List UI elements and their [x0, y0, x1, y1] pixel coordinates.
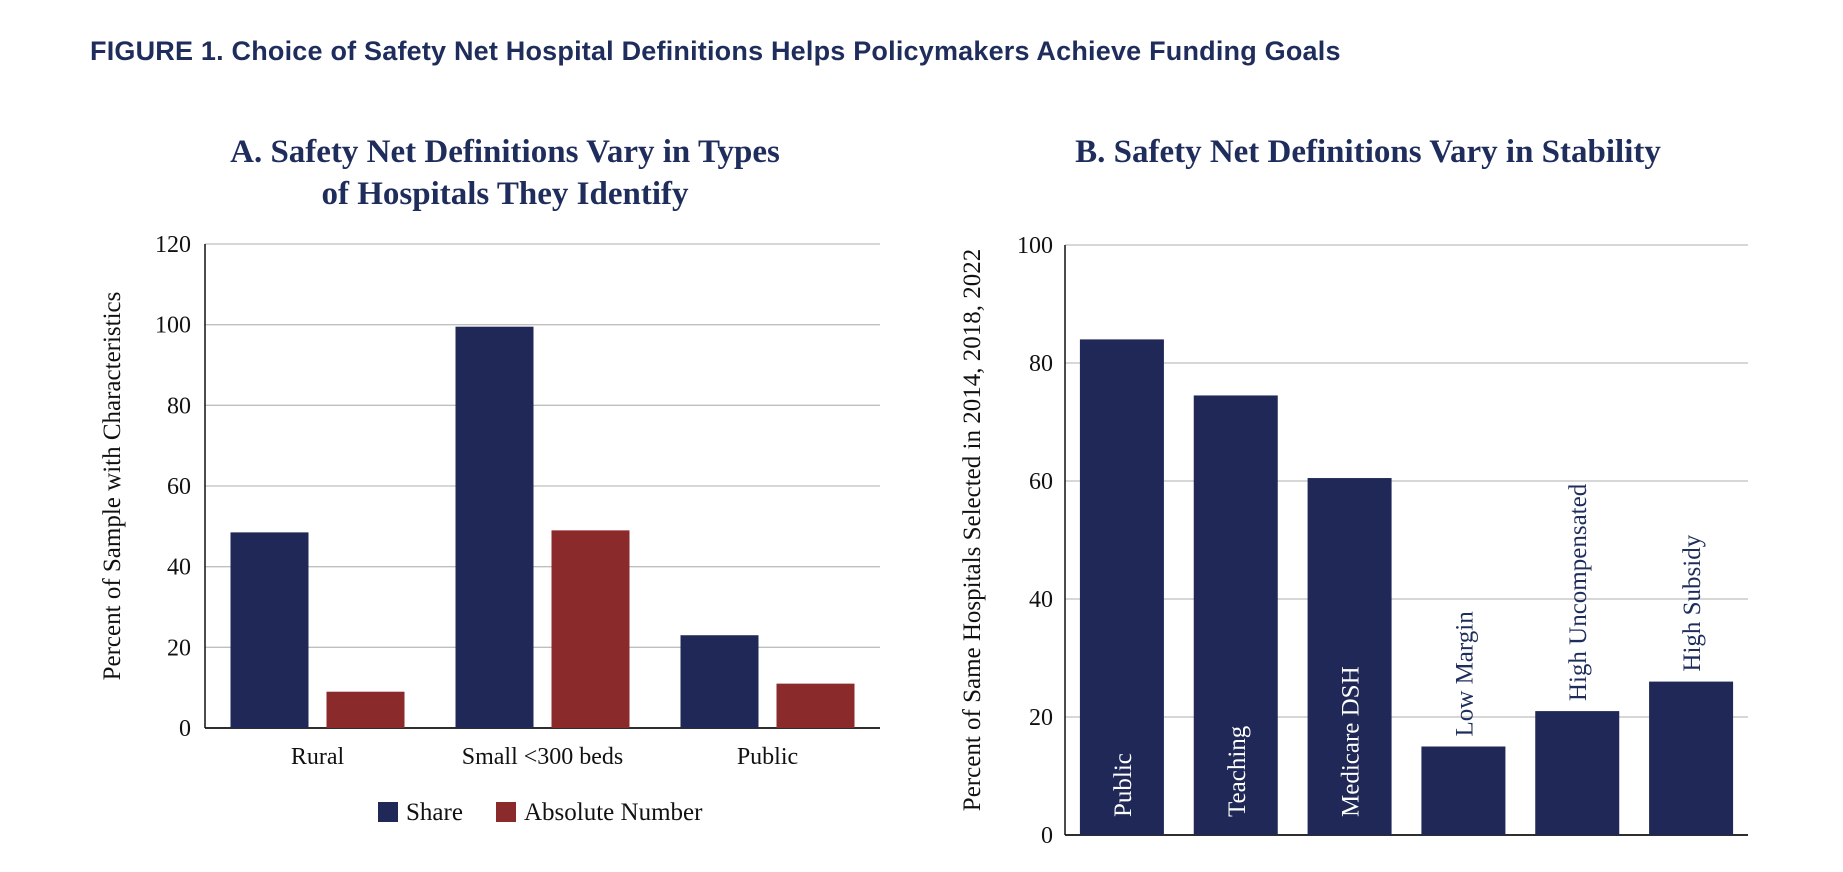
bar-label: High Uncompensated	[1565, 483, 1592, 701]
bar-absolute-number	[776, 683, 855, 728]
chart-a-title-line-1: A. Safety Net Definitions Vary in Types	[230, 134, 780, 170]
y-axis-label: Percent of Sample with Characteristics	[99, 292, 126, 681]
chart-a-title-line-2: of Hospitals They Identify	[321, 176, 689, 212]
legend-swatch-1	[378, 802, 398, 822]
bar-share	[680, 635, 759, 728]
bar-medicare-dsh	[1307, 478, 1392, 835]
y-tick-label: 20	[1029, 705, 1053, 731]
y-tick-label: 20	[167, 635, 191, 661]
x-category-label: Rural	[291, 744, 345, 770]
bar-label: Low Margin	[1451, 611, 1478, 737]
legend-label-1: Share	[406, 799, 463, 826]
y-axis-label: Percent of Same Hospitals Selected in 20…	[959, 249, 986, 811]
x-category-label: Small <300 beds	[462, 744, 624, 770]
y-tick-label: 100	[1017, 233, 1053, 259]
y-tick-label: 100	[155, 313, 191, 339]
bar-high-subsidy	[1649, 681, 1734, 835]
figure-title: FIGURE 1. Choice of Safety Net Hospital …	[90, 36, 1341, 66]
bar-teaching	[1193, 395, 1278, 835]
y-tick-label: 60	[167, 474, 191, 500]
y-tick-label: 80	[167, 393, 191, 419]
bar-high-uncompensated	[1535, 711, 1620, 835]
bar-label: Teaching	[1224, 725, 1251, 817]
chart-b-title: B. Safety Net Definitions Vary in Stabil…	[1075, 134, 1661, 170]
chart-a: A. Safety Net Definitions Vary in Types o…	[99, 134, 880, 826]
bar-low-margin	[1421, 746, 1506, 835]
bar-label: Public	[1110, 753, 1137, 817]
x-category-label: Public	[737, 744, 798, 770]
legend-swatch-2	[496, 802, 516, 822]
y-tick-label: 0	[1041, 823, 1053, 849]
y-tick-label: 60	[1029, 469, 1053, 495]
bar-absolute-number	[551, 530, 630, 728]
y-tick-label: 40	[167, 555, 191, 581]
y-tick-label: 40	[1029, 587, 1053, 613]
bar-share	[230, 532, 309, 728]
legend-label-2: Absolute Number	[524, 799, 703, 826]
y-tick-label: 80	[1029, 351, 1053, 377]
bar-public	[1079, 339, 1164, 835]
bar-label: Medicare DSH	[1338, 666, 1365, 817]
bar-absolute-number	[326, 691, 405, 728]
bar-share	[455, 326, 534, 728]
y-tick-label: 0	[179, 716, 191, 742]
y-tick-label: 120	[155, 232, 191, 258]
bar-label: High Subsidy	[1679, 534, 1706, 671]
